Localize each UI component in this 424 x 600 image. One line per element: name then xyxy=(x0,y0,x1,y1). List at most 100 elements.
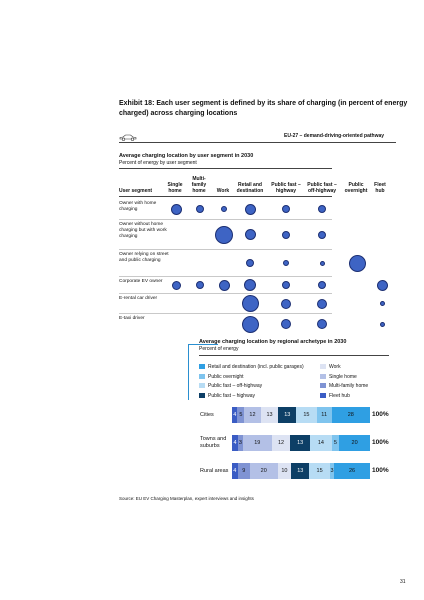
col-header-public-overnight: Public overnight xyxy=(341,182,371,194)
legend-swatch xyxy=(320,392,326,398)
bar-segment: 3 xyxy=(329,463,335,479)
bubble xyxy=(218,279,230,291)
bar-segment: 19 xyxy=(242,435,272,451)
bubble xyxy=(215,225,233,244)
car-icon xyxy=(119,134,137,141)
bubble xyxy=(318,205,326,213)
col-header-line: Public xyxy=(348,182,364,188)
bubble xyxy=(221,206,227,212)
bubble xyxy=(379,321,385,327)
legend-item: Fleet hub xyxy=(320,392,350,399)
bubble xyxy=(241,295,259,312)
bubble xyxy=(318,230,326,239)
legend-label: Multi-family home xyxy=(329,383,369,389)
bar-segment: 20 xyxy=(249,463,278,479)
bar-segment: 28 xyxy=(331,407,370,423)
region-label: Towns and suburbs xyxy=(200,436,227,449)
page-number: 31 xyxy=(400,579,406,585)
bar-segment: 3 xyxy=(238,435,243,451)
bubble xyxy=(282,205,290,213)
bubble xyxy=(317,298,327,309)
row-divider xyxy=(119,293,332,294)
panel2-title: Average charging location by regional ar… xyxy=(199,339,347,345)
bar-total: 100% xyxy=(372,467,389,474)
panel1-title: Average charging location by user segmen… xyxy=(119,153,254,159)
legend-swatch xyxy=(199,383,205,388)
bubble xyxy=(348,254,366,272)
panel2-subtitle: Percent of energy xyxy=(199,346,239,352)
legend-label: Public overnight xyxy=(208,373,244,380)
col-header-line: home xyxy=(192,188,206,194)
bar-segment: 10 xyxy=(277,463,292,479)
col-header-fast-highway: Public fast – highway xyxy=(268,182,304,194)
legend-item: Public fast – highway xyxy=(199,392,255,399)
exhibit-title-line-1: Exhibit 18: Each user segment is defined… xyxy=(119,100,408,107)
bubble xyxy=(317,319,327,329)
bubble xyxy=(244,203,256,215)
row-label: E-rental car driver xyxy=(119,296,158,301)
col-header-line: off-highway xyxy=(307,188,337,194)
bar-segment: 12 xyxy=(271,435,291,451)
bubble xyxy=(196,205,204,213)
row-label: Owner relying on street and public charg… xyxy=(119,252,169,263)
bar-segment: 5 xyxy=(237,407,245,423)
col-header-line: home xyxy=(168,188,182,194)
row-label: E-taxi driver xyxy=(119,316,145,321)
col-header-line: Multi- xyxy=(192,176,206,182)
bar-segment: 13 xyxy=(278,407,297,423)
legend-swatch xyxy=(199,373,205,379)
bubble xyxy=(282,281,290,289)
col-header-line: Public fast – xyxy=(271,182,301,188)
legend-item: Public fast – off-highway xyxy=(199,383,262,389)
col-header-user-segment: User segment xyxy=(119,188,153,194)
bar-segment: 9 xyxy=(237,463,250,479)
col-header-line: highway xyxy=(275,188,296,194)
stacked-bar: 4 5 12 13 13 15 11 28 xyxy=(232,407,370,423)
bar-segment: 13 xyxy=(290,435,311,451)
region-label: Rural areas xyxy=(200,468,229,474)
bubble xyxy=(246,259,254,267)
bar-segment: 26 xyxy=(334,463,370,479)
legend-swatch xyxy=(320,364,326,369)
col-header-line: Single xyxy=(167,182,183,188)
bubble xyxy=(319,260,325,266)
bubble xyxy=(196,281,204,289)
legend-label: Work xyxy=(329,364,341,370)
legend-label: Single home xyxy=(329,373,357,380)
col-header-multi-family-home: Multi- family home xyxy=(186,176,212,194)
row-divider xyxy=(119,249,332,250)
col-header-line: destination xyxy=(236,188,264,194)
region-label: Cities xyxy=(200,412,214,418)
col-header-line: Fleet xyxy=(374,182,386,188)
row-label: Corporate EV owner xyxy=(119,279,163,284)
bar-segment: 4 xyxy=(232,407,238,423)
bar-segment: 5 xyxy=(331,435,340,451)
bubble xyxy=(281,298,291,309)
bar-total: 100% xyxy=(372,439,389,446)
bar-segment: 15 xyxy=(309,463,330,479)
bar-segment: 4 xyxy=(232,463,238,479)
legend-label: Retail and destination (incl. public gar… xyxy=(208,364,304,370)
col-header-line: family xyxy=(191,182,207,188)
bubble xyxy=(170,203,182,215)
row-divider xyxy=(119,276,332,277)
bubble xyxy=(244,279,256,291)
exhibit-title: Exhibit 18: Each user segment is defined… xyxy=(119,99,419,119)
col-header-line: hub xyxy=(375,188,385,194)
legend-label: Public fast – off-highway xyxy=(208,383,263,389)
panel2-bracket xyxy=(188,344,189,400)
stacked-bar: 4 9 20 10 13 15 3 26 xyxy=(232,463,370,479)
bubble xyxy=(241,315,259,333)
stacked-bar: 4 3 19 12 13 14 5 20 xyxy=(232,435,370,451)
header-divider xyxy=(119,196,332,197)
panel2-bracket-top xyxy=(188,344,218,345)
col-header-line: Retail and xyxy=(238,182,262,188)
bar-total: 100% xyxy=(372,411,389,418)
row-label: Owner without home charging but with wor… xyxy=(119,222,167,239)
legend-swatch xyxy=(199,392,205,398)
col-header-line: Public fast – xyxy=(307,182,337,188)
col-header-work: Work xyxy=(216,188,230,194)
source-note: Source: EU EV Charging Masterplan, exper… xyxy=(119,496,254,501)
bubble xyxy=(244,229,256,240)
bar-segment: 13 xyxy=(291,463,310,479)
